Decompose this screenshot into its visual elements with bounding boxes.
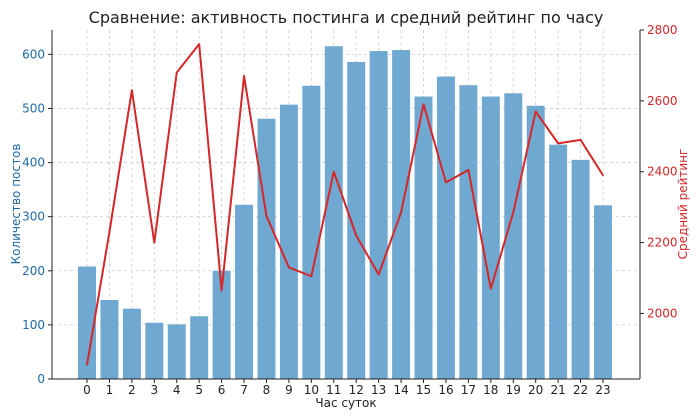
x-tick-label: 10: [304, 383, 319, 397]
x-tick-label: 11: [326, 383, 341, 397]
x-tick-label: 20: [528, 383, 543, 397]
bar: [504, 93, 523, 379]
rating-line: [86, 43, 604, 366]
bar: [145, 322, 164, 379]
bar: [436, 76, 455, 380]
x-axis-ticks: 0 1 2 3 4 5 6 7 8 9 10 11 12 13 14 15 16 17 18 19 20 21 22 23: [83, 379, 611, 397]
rating-point: [153, 241, 156, 244]
x-tick-label: 15: [416, 383, 431, 397]
bar: [235, 204, 254, 379]
left-tick-label: 600: [22, 47, 45, 61]
left-tick-label: 100: [22, 318, 45, 332]
bar: [167, 324, 186, 379]
chart-title: Сравнение: активность постинга и средний…: [89, 8, 604, 27]
right-tick-label: 2000: [647, 306, 678, 320]
rating-point: [108, 231, 111, 233]
x-tick-label: 3: [150, 383, 158, 397]
bar: [212, 270, 231, 379]
rating-point: [198, 43, 200, 45]
bar: [459, 85, 478, 379]
x-tick-label: 18: [483, 383, 498, 397]
left-axis-label: Количество постов: [9, 144, 23, 265]
rating-point: [131, 89, 133, 92]
left-tick-label: 500: [22, 101, 45, 115]
x-tick-label: 6: [218, 383, 226, 397]
bar: [78, 266, 96, 379]
x-tick-label: 4: [173, 383, 181, 397]
x-tick-label: 5: [195, 383, 203, 397]
right-axis-ticks: 2000 2200 2400 2600 2800: [640, 23, 678, 320]
rating-point: [557, 142, 559, 145]
bar: [302, 85, 321, 379]
rating-point: [355, 234, 358, 237]
rating-point: [579, 139, 582, 141]
rating-point: [220, 289, 223, 292]
x-tick-label: 19: [506, 383, 521, 397]
x-tick-label: 0: [83, 383, 91, 397]
x-tick-label: 22: [573, 383, 588, 397]
rating-point: [175, 71, 178, 74]
x-tick-label: 2: [128, 383, 136, 397]
rating-polyline: [86, 43, 604, 365]
x-tick-label: 14: [393, 383, 408, 397]
rating-point: [86, 364, 88, 366]
rating-point: [534, 110, 537, 113]
x-tick-label: 12: [349, 383, 364, 397]
right-axis-label: Средний рейтинг: [676, 149, 690, 260]
left-tick-label: 300: [22, 210, 45, 224]
right-tick-label: 2600: [647, 94, 678, 108]
bar: [414, 96, 433, 379]
rating-point: [490, 287, 492, 290]
rating-point: [512, 211, 515, 214]
bar: [279, 104, 298, 379]
x-tick-label: 23: [595, 383, 610, 397]
x-axis-label: Час суток: [315, 396, 376, 410]
right-tick-label: 2200: [647, 236, 678, 250]
left-tick-label: 200: [22, 264, 45, 278]
right-tick-label: 2800: [647, 23, 678, 37]
bar: [324, 46, 343, 380]
rating-point: [265, 215, 268, 217]
left-axis-ticks: 0 100 200 300 400 500 600: [22, 47, 52, 386]
x-tick-label: 21: [550, 383, 565, 397]
rating-point: [243, 75, 245, 77]
bar: [369, 51, 388, 379]
rating-point: [422, 103, 425, 106]
x-tick-label: 7: [240, 383, 248, 397]
x-tick-label: 16: [438, 383, 453, 397]
bar: [549, 144, 568, 379]
rating-point: [400, 211, 402, 214]
x-tick-label: 17: [461, 383, 476, 397]
rating-point: [467, 169, 470, 171]
x-tick-label: 13: [371, 383, 386, 397]
bar: [347, 61, 366, 379]
bar: [100, 300, 119, 379]
bar: [257, 118, 276, 380]
left-tick-label: 0: [37, 372, 45, 386]
bar: [481, 96, 500, 379]
rating-point: [602, 174, 604, 177]
bar: [571, 159, 590, 379]
right-tick-label: 2400: [647, 165, 678, 179]
x-tick-label: 1: [106, 383, 114, 397]
rating-point: [445, 181, 447, 184]
x-tick-label: 8: [263, 383, 271, 397]
bars: [78, 46, 612, 380]
bar: [526, 105, 545, 379]
bar: [594, 205, 612, 379]
bar: [122, 308, 141, 379]
x-tick-label: 9: [285, 383, 293, 397]
rating-point: [310, 275, 313, 278]
rating-point: [377, 273, 380, 276]
left-tick-label: 400: [22, 156, 45, 170]
rating-point: [332, 170, 335, 173]
rating-point: [288, 266, 290, 269]
bar: [190, 316, 209, 379]
